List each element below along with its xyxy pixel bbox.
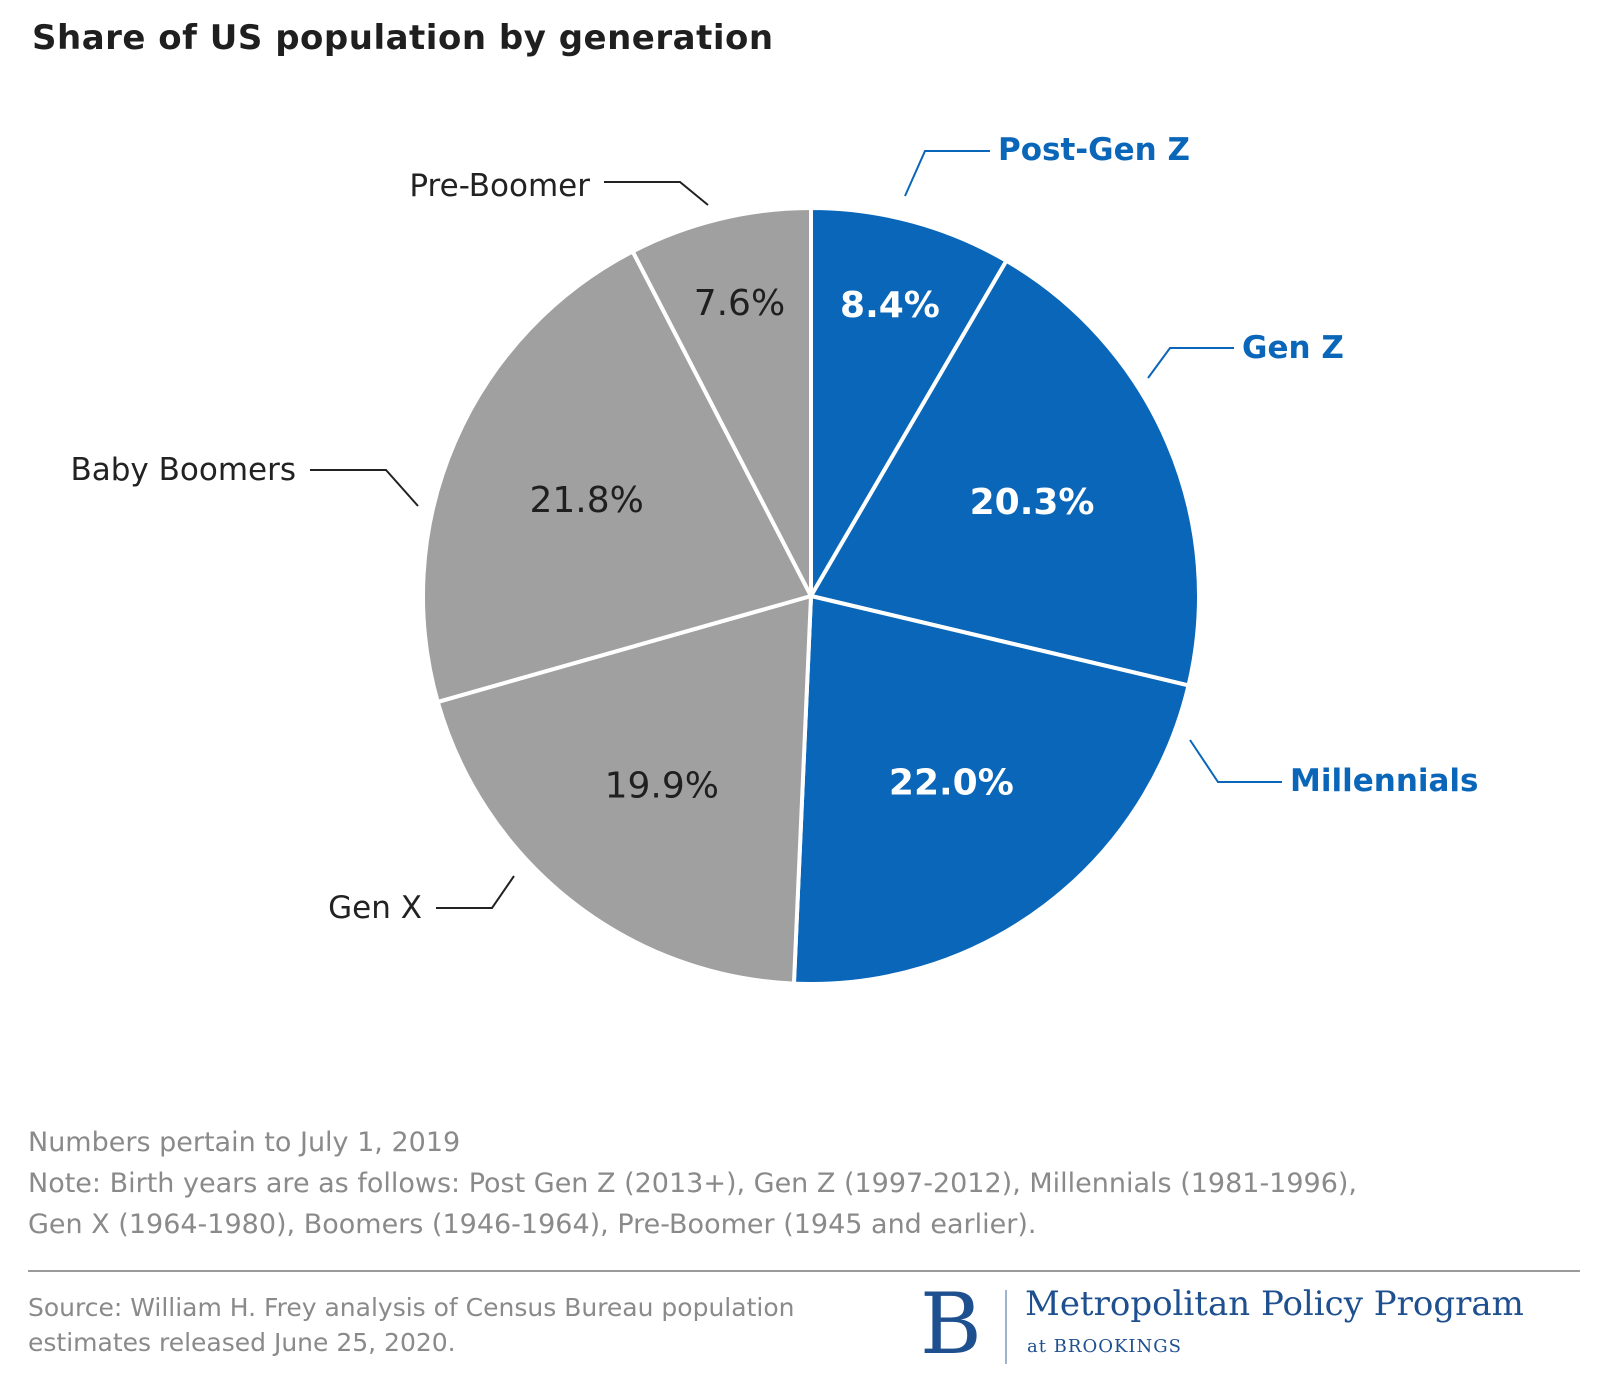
note-line-3: Gen X (1964-1980), Boomers (1946-1964), … [28,1209,1037,1240]
program-affiliation: at BROOKINGS [1027,1336,1182,1357]
pie-slice-post-gen-z [809,206,1009,598]
slice-value-label-post-gen-z: 8.4% [840,285,940,326]
slice-category-label-millennials: Millennials [1290,763,1479,799]
slice-value-label-gen-z: 20.3% [970,482,1095,523]
chart-title: Share of US population by generation [32,18,774,58]
callout-line-baby-boomers [310,469,419,507]
slice-value-label-pre-boomer: 7.6% [694,283,785,324]
source-line-2: estimates released June 25, 2020. [28,1328,456,1357]
pie-slice-pre-boomer [630,206,813,598]
callout-line-millennials [1189,739,1282,783]
pie-slice-millennials [791,594,1191,986]
slice-category-label-post-gen-z: Post-Gen Z [998,132,1190,168]
slice-category-label-gen-x: Gen X [328,890,422,926]
note-line-2: Note: Birth years are as follows: Post G… [28,1168,1358,1199]
source-text: Source: William H. Frey analysis of Cens… [28,1290,794,1360]
pie-slice-baby-boomers [421,249,813,704]
program-name: Metropolitan Policy Program [1025,1284,1524,1324]
brookings-logo-mark: B [920,1275,982,1373]
callout-line-pre-boomer [604,181,709,206]
slice-value-label-gen-x: 19.9% [605,766,719,807]
slice-value-label-baby-boomers: 21.8% [529,480,643,521]
source-line-1: Source: William H. Frey analysis of Cens… [28,1293,795,1322]
footer-divider [28,1270,1580,1272]
pie-chart: 8.4% Post-Gen Z 20.3% Gen Z 22.0% Millennials… [70,132,1479,986]
pie-slice-gen-z [809,258,1201,688]
callout-line-gen-z [1147,347,1234,379]
callout-line-gen-x [436,875,515,909]
slice-category-label-gen-z: Gen Z [1242,330,1344,366]
logo-divider [1005,1290,1007,1364]
slice-value-label-millennials: 22.0% [889,763,1014,804]
note-line-1: Numbers pertain to July 1, 2019 [28,1127,461,1158]
slice-category-label-baby-boomers: Baby Boomers [70,452,296,488]
chart-notes: Numbers pertain to July 1, 2019 Note: Bi… [28,1122,1357,1245]
pie-slice-gen-x [435,594,813,986]
slice-category-label-pre-boomer: Pre-Boomer [409,168,590,204]
callout-line-post-gen-z [904,150,990,197]
